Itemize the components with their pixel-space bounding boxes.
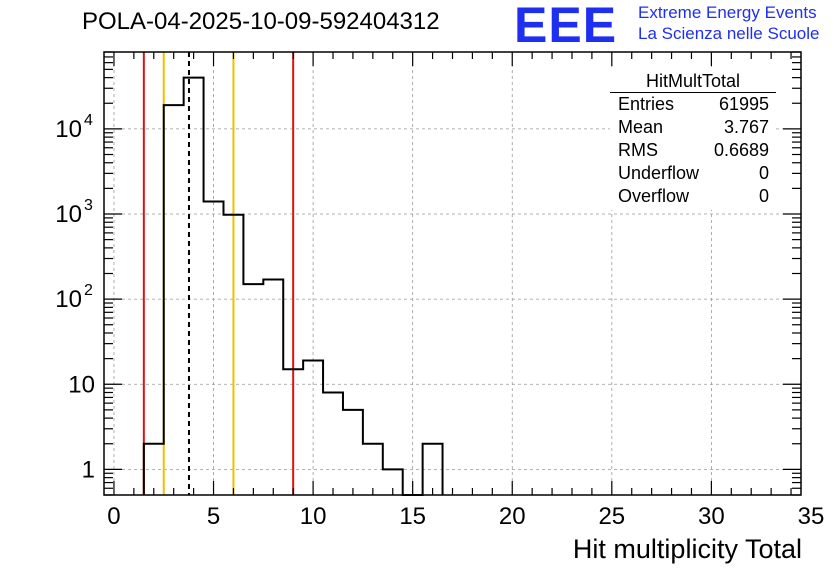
histogram-bin (184, 78, 204, 495)
x-tick-label: 20 (499, 503, 526, 530)
stats-row-mean: Mean 3.767 (610, 116, 776, 139)
histogram-bin (343, 410, 363, 495)
x-tick-label: 0 (107, 503, 120, 530)
stats-value: 0.6689 (713, 140, 769, 160)
eee-logo: EEE (514, 0, 618, 53)
chart-title: POLA-04-2025-10-09-592404312 (82, 8, 440, 35)
logo-line-1: Extreme Energy Events (638, 3, 817, 22)
stats-key: Overflow (618, 186, 690, 206)
x-tick-label: 15 (399, 503, 426, 530)
histogram-bin (263, 280, 283, 495)
x-axis-label: Hit multiplicity Total (572, 534, 802, 564)
histogram-bin (423, 444, 443, 495)
stats-row-entries: Entries 61995 (610, 93, 776, 116)
histogram-bin (164, 105, 184, 495)
y-tick-label: 1 (82, 456, 95, 483)
y-tick-exponent: 4 (84, 112, 93, 129)
stats-key: Mean (618, 117, 664, 137)
histogram-bin (363, 444, 383, 495)
x-tick-label: 5 (207, 503, 220, 530)
histogram-bin (243, 284, 263, 495)
stats-row-overflow: Overflow 0 (610, 185, 776, 208)
histogram-bin (323, 392, 343, 495)
histogram-outline (142, 76, 444, 496)
y-tick-label: 10 (55, 286, 82, 313)
stats-key: RMS (618, 140, 658, 160)
x-tick-label: 10 (300, 503, 327, 530)
x-tick-label: 25 (598, 503, 625, 530)
x-tick-label: 30 (698, 503, 725, 530)
stats-value: 61995 (718, 94, 769, 114)
x-tick-labels: 0 5 10 15 20 25 30 35 (107, 503, 824, 530)
y-tick-exponent: 3 (84, 197, 93, 214)
stats-key: Entries (618, 94, 675, 114)
histogram-bars (142, 76, 444, 496)
y-tick-label: 10 (55, 201, 82, 228)
stats-key: Underflow (618, 163, 700, 183)
y-tick-label: 10 (55, 116, 82, 143)
x-tick-label: 35 (798, 503, 825, 530)
stats-title: HitMultTotal (610, 70, 776, 93)
y-tick-exponent: 2 (84, 282, 93, 299)
logo-line-2: La Scienza nelle Scuole (638, 24, 820, 43)
stats-row-underflow: Underflow 0 (610, 162, 776, 185)
marker-lines (142, 52, 295, 495)
y-tick-label: 10 (68, 371, 95, 398)
stats-row-rms: RMS 0.6689 (610, 139, 776, 162)
stats-value: 0 (758, 186, 769, 206)
stats-box: HitMultTotal Entries 61995 Mean 3.767 RM… (610, 70, 776, 210)
stats-value: 3.767 (723, 117, 769, 137)
stats-value: 0 (758, 163, 769, 183)
axis-ticks (104, 51, 801, 496)
